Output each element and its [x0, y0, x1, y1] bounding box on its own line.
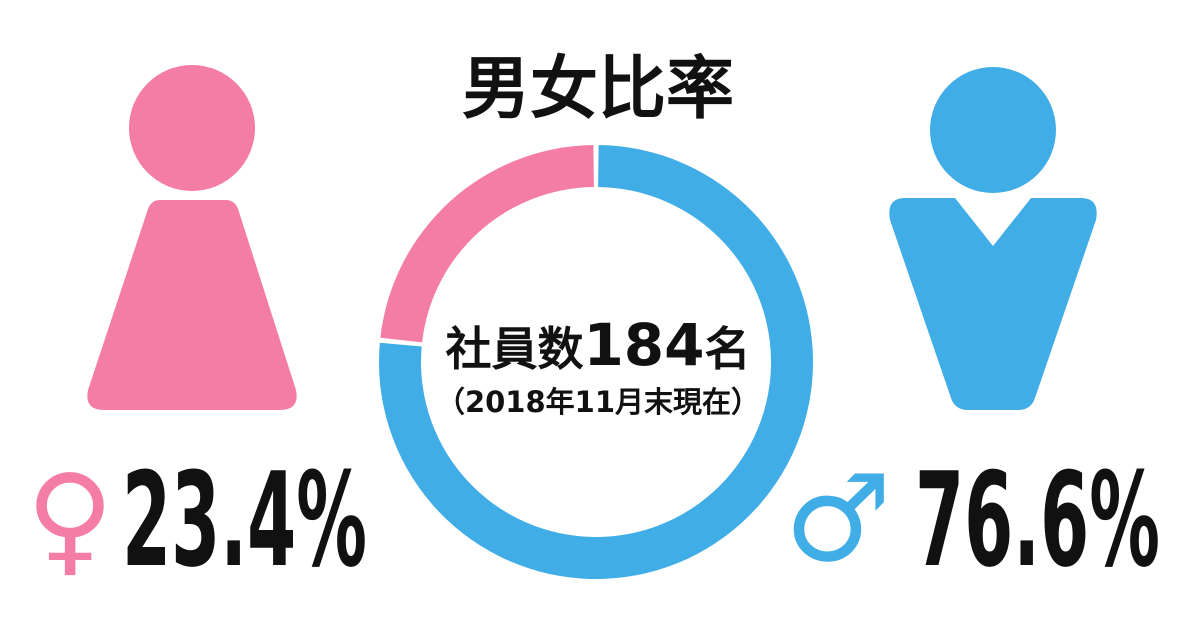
- chart-title: 男女比率: [462, 50, 734, 129]
- center-label: 社員数184名: [445, 311, 750, 379]
- donut: [379, 145, 814, 579]
- male-body: [889, 198, 1097, 410]
- total: 184: [583, 311, 704, 379]
- female-head: [129, 65, 255, 191]
- donut-segment: [380, 145, 594, 343]
- center-label-text: 社員数: [445, 322, 583, 376]
- gender-symbol: ♀: [26, 450, 114, 589]
- figures: [87, 65, 1097, 410]
- male-head: [930, 67, 1056, 193]
- percent-label: 23.4%: [122, 444, 367, 596]
- total-unit: 名: [705, 322, 751, 376]
- note: （2018年11月末現在）: [436, 385, 760, 419]
- percent-label: 76.6%: [915, 444, 1160, 596]
- gender-symbol: ♂: [784, 450, 892, 589]
- female-body: [87, 200, 297, 410]
